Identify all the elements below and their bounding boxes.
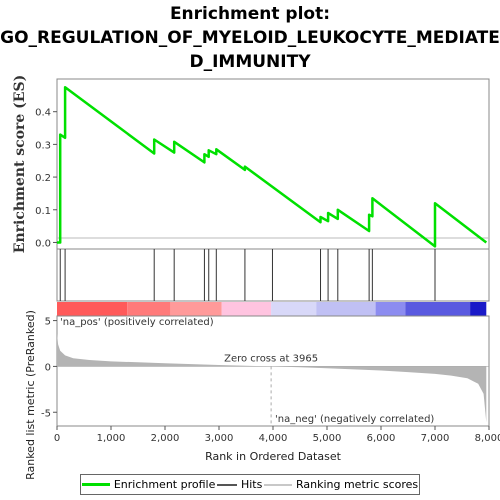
chart-title-line-2: GO_REGULATION_OF_MYELOID_LEUKOCYTE_MEDIA… [0,28,500,48]
es-y-tick-label: 0.4 [35,108,51,119]
rank-x-tick-label: 8,000 [475,433,500,444]
es-y-tick-label: 0.3 [35,140,51,151]
rank-x-tick-label: 2,000 [151,433,180,444]
hits-swatch-icon [216,483,237,486]
color-bar-segment [221,302,272,316]
rank-x-ticks: 0 1,000 2,000 3,000 4,000 5,000 6,000 7,000 8,00… [54,426,500,444]
es-panel-frame [56,78,490,250]
rank-x-tick-label: 3,000 [205,433,234,444]
chart-title-line-3: D_IMMUNITY [189,52,311,72]
chart-title: Enrichment plot: GO_REGULATION_OF_MYELOI… [0,2,500,74]
rank-panel: Zero cross at 3965 'na_pos' (positively … [24,310,500,480]
rank-x-tick-label: 1,000 [97,433,126,444]
color-bar-segment [470,302,487,316]
es-y-axis-label: Enrichment score (ES) [12,75,28,253]
color-bar-segment [316,302,376,316]
rank-y-ticks: -5 0 5 [41,317,57,419]
negative-correlation-label: 'na_neg' (negatively correlated) [275,414,434,425]
legend-rank-label: Ranking metric scores [295,478,419,491]
color-bar-segment [57,302,128,316]
es-y-tick-label: 0.1 [35,206,51,217]
color-bar-segment [127,302,171,316]
es-panel: 0.0 0.1 0.2 0.3 0.4 Enrichment score (ES) [12,75,490,253]
rank-x-tick-label: 5,000 [313,433,342,444]
legend-item-hits: Hits [216,478,263,491]
rank-y-axis-label: Ranked list metric (PreRanked) [24,310,37,480]
color-bar-segment [271,302,317,316]
rank-y-tick-label: 5 [45,317,51,328]
color-bar-segment [375,302,406,316]
legend-profile-label: Enrichment profile [113,478,216,491]
rank-color-bar [57,302,487,316]
enrichment-profile-line [57,85,488,248]
es-y-tick-label: 0.2 [35,173,51,184]
chart-title-line-1: Enrichment plot: [169,4,331,24]
rank-x-axis-label: Rank in Ordered Dataset [205,450,342,463]
rank-swatch-icon [263,483,292,486]
rank-y-tick-label: 0 [45,362,51,373]
hits-panel [56,248,490,302]
es-y-tick-label: 0.0 [35,238,51,249]
rank-x-tick-label: 4,000 [259,433,288,444]
profile-swatch-icon [81,483,110,486]
hits-panel-frame [56,248,490,302]
rank-x-tick-label: 0 [54,433,60,444]
positive-correlation-label: 'na_pos' (positively correlated) [60,317,214,328]
rank-y-tick-label: -5 [41,408,51,419]
zero-cross-label: Zero cross at 3965 [224,353,318,364]
legend: Enrichment profile Hits Ranking metric s… [80,474,420,495]
hit-lines [59,249,436,301]
es-y-ticks: 0.0 0.1 0.2 0.3 0.4 [35,108,57,249]
color-bar-segment [405,302,471,316]
color-bar-segment [170,302,222,316]
rank-x-tick-label: 7,000 [421,433,450,444]
rank-x-tick-label: 6,000 [367,433,396,444]
legend-item-profile: Enrichment profile [81,478,216,491]
legend-hits-label: Hits [240,478,263,491]
legend-item-rank: Ranking metric scores [263,478,419,491]
